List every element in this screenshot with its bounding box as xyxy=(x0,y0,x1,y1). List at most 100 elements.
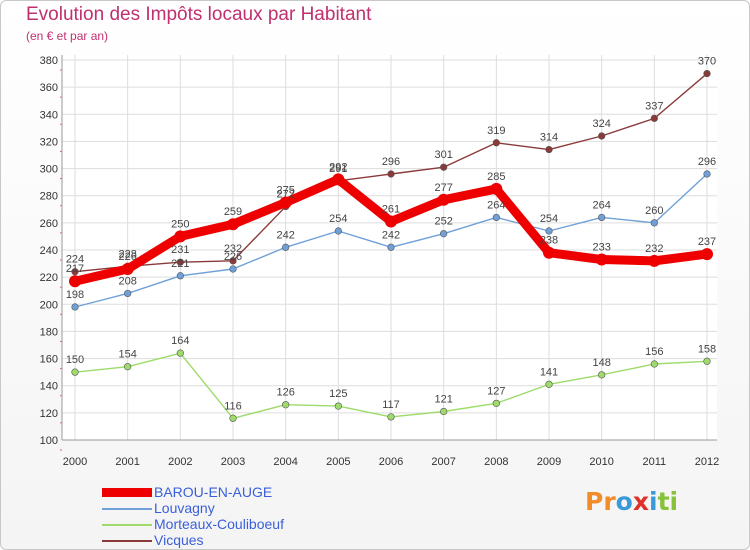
data-point-louvagny xyxy=(492,213,500,222)
data-label-louvagny: 242 xyxy=(382,229,400,241)
y-tick-label: 260 xyxy=(40,218,58,230)
data-point-barou-en-auge xyxy=(174,230,187,243)
legend-swatch xyxy=(102,524,152,526)
data-point-vicques xyxy=(703,69,711,78)
x-tick-label: 2011 xyxy=(643,456,667,468)
data-label-vicques: 337 xyxy=(645,100,663,112)
data-point-morteaux-couliboeuf xyxy=(440,407,448,416)
x-tick-label: 2004 xyxy=(273,456,297,468)
y-tick-label: 280 xyxy=(40,191,58,203)
data-point-louvagny xyxy=(387,243,395,251)
data-label-barou-en-auge: 285 xyxy=(487,171,505,183)
data-point-vicques xyxy=(176,258,184,266)
data-point-morteaux-couliboeuf xyxy=(71,368,79,376)
data-point-louvagny xyxy=(650,219,658,227)
data-label-vicques: 291 xyxy=(329,163,347,175)
data-label-morteaux-couliboeuf: 121 xyxy=(434,394,452,406)
x-tick-label: 2009 xyxy=(537,456,561,468)
y-tick-label: 240 xyxy=(40,245,58,257)
data-point-morteaux-couliboeuf xyxy=(334,402,342,410)
y-tick-label: 300 xyxy=(40,164,58,176)
x-tick-label: 2001 xyxy=(115,456,139,468)
data-point-vicques xyxy=(71,268,79,276)
legend-label: Louvagny xyxy=(154,500,215,516)
x-tick-label: 2005 xyxy=(326,456,350,468)
data-point-morteaux-couliboeuf xyxy=(650,360,658,368)
data-label-vicques: 370 xyxy=(698,56,716,68)
legend-label: Vicques xyxy=(154,532,204,548)
data-point-barou-en-auge xyxy=(595,253,608,266)
data-point-louvagny xyxy=(545,227,553,235)
data-point-louvagny xyxy=(71,303,79,311)
data-point-morteaux-couliboeuf xyxy=(387,413,395,421)
data-label-barou-en-auge: 250 xyxy=(171,218,189,230)
data-point-morteaux-couliboeuf xyxy=(703,357,711,365)
data-point-louvagny xyxy=(124,289,132,298)
legend-swatch xyxy=(102,508,152,510)
data-point-barou-en-auge xyxy=(227,218,239,231)
chart-title: Evolution des Impôts locaux par Habitant xyxy=(26,4,372,25)
data-label-morteaux-couliboeuf: 117 xyxy=(382,399,400,411)
data-label-barou-en-auge: 261 xyxy=(382,204,400,216)
logo-letter: i xyxy=(669,487,679,516)
data-point-louvagny xyxy=(229,265,237,273)
data-point-barou-en-auge xyxy=(385,215,397,228)
data-label-vicques: 314 xyxy=(540,132,558,144)
data-label-vicques: 231 xyxy=(171,244,189,256)
data-label-louvagny: 221 xyxy=(171,258,189,270)
logo-letter: r xyxy=(603,487,616,516)
data-label-morteaux-couliboeuf: 154 xyxy=(118,349,136,361)
x-tick-label: 2012 xyxy=(695,456,719,468)
data-label-louvagny: 254 xyxy=(329,213,347,225)
y-tick-label: 160 xyxy=(40,354,58,366)
data-point-vicques xyxy=(545,145,553,154)
data-label-vicques: 272 xyxy=(276,189,294,201)
legend-swatch xyxy=(102,488,152,497)
data-label-louvagny: 254 xyxy=(540,213,558,225)
y-tick-label: 200 xyxy=(40,299,58,311)
data-label-barou-en-auge: 277 xyxy=(434,182,452,194)
data-label-barou-en-auge: 259 xyxy=(224,206,242,218)
data-label-vicques: 232 xyxy=(224,243,242,255)
x-tick-label: 2007 xyxy=(431,456,455,468)
chart-subtitle: (en € et par an) xyxy=(26,29,109,43)
data-label-morteaux-couliboeuf: 148 xyxy=(592,357,610,369)
data-label-barou-en-auge: 226 xyxy=(118,251,136,263)
data-label-vicques: 324 xyxy=(592,118,610,130)
data-label-morteaux-couliboeuf: 116 xyxy=(224,400,242,412)
x-tick-label: 2000 xyxy=(63,456,87,468)
data-label-morteaux-couliboeuf: 141 xyxy=(540,366,558,378)
logo-letter: x xyxy=(632,487,649,516)
data-label-morteaux-couliboeuf: 164 xyxy=(171,335,189,347)
data-point-morteaux-couliboeuf xyxy=(545,380,553,388)
legend-label: Morteaux-Couliboeuf xyxy=(154,516,284,532)
data-label-louvagny: 208 xyxy=(118,275,136,287)
legend-label: BAROU-EN-AUGE xyxy=(154,484,273,500)
data-label-vicques: 319 xyxy=(487,125,505,137)
data-label-barou-en-auge: 217 xyxy=(66,263,84,275)
data-label-louvagny: 198 xyxy=(66,289,84,301)
data-label-vicques: 301 xyxy=(434,149,452,161)
y-tick-label: 120 xyxy=(40,408,58,420)
logo-letter: t xyxy=(657,487,670,516)
data-label-morteaux-couliboeuf: 158 xyxy=(698,343,716,355)
y-tick-label: 180 xyxy=(40,326,58,338)
data-label-vicques: 228 xyxy=(118,248,136,260)
data-label-vicques: 296 xyxy=(382,156,400,168)
data-label-louvagny: 252 xyxy=(434,216,452,228)
data-point-morteaux-couliboeuf xyxy=(176,349,184,357)
data-point-louvagny xyxy=(598,213,606,222)
data-point-barou-en-auge xyxy=(648,254,661,267)
data-label-louvagny: 296 xyxy=(698,156,716,168)
data-point-morteaux-couliboeuf xyxy=(492,399,500,407)
data-label-morteaux-couliboeuf: 150 xyxy=(66,354,84,366)
data-point-louvagny xyxy=(440,230,448,238)
data-point-morteaux-couliboeuf xyxy=(229,414,237,422)
data-point-barou-en-auge xyxy=(121,263,134,275)
data-point-vicques xyxy=(492,139,500,147)
y-tick-label: 220 xyxy=(40,272,58,284)
logo-letter: i xyxy=(649,487,658,516)
data-label-barou-en-auge: 232 xyxy=(645,243,663,255)
x-tick-label: 2008 xyxy=(484,456,508,468)
